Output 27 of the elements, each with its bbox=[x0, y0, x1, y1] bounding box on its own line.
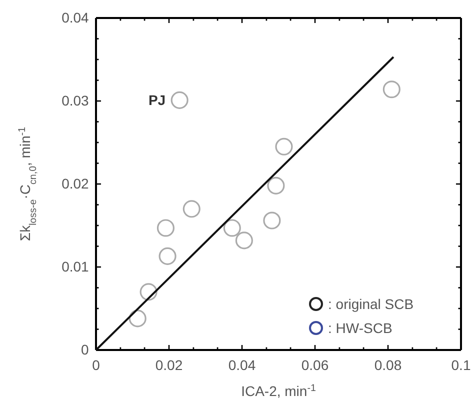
point bbox=[223, 219, 241, 237]
point bbox=[382, 80, 400, 98]
x-tick-label: 0.04 bbox=[228, 356, 256, 373]
y-tick-label: 0.04 bbox=[62, 9, 90, 26]
point bbox=[267, 176, 285, 194]
y-tick-label: 0.03 bbox=[62, 92, 90, 108]
point bbox=[170, 91, 188, 109]
x-axis-title: ICA-2, min$^{-1}$ bbox=[241, 382, 316, 399]
point bbox=[275, 138, 293, 156]
y-tick-label: 0.02 bbox=[62, 175, 90, 192]
point bbox=[156, 219, 174, 237]
x-tick-label: 0.08 bbox=[374, 356, 402, 373]
point bbox=[182, 200, 200, 218]
point bbox=[235, 232, 253, 250]
x-tick-label: 0.02 bbox=[155, 356, 183, 373]
point bbox=[158, 247, 176, 265]
y-tick-label: 0.01 bbox=[62, 258, 90, 274]
y-tick-label: 0 bbox=[81, 341, 90, 358]
x-tick-label: 0 bbox=[92, 356, 100, 373]
legend-label: : HW-SCB bbox=[328, 320, 392, 336]
x-tick-label: 0.06 bbox=[301, 356, 329, 373]
annotation: PJ bbox=[148, 92, 166, 108]
point bbox=[128, 310, 146, 328]
point bbox=[263, 212, 281, 230]
legend-label: : original SCB bbox=[328, 296, 414, 312]
point bbox=[140, 283, 158, 301]
x-tick-label: 0.1 bbox=[451, 356, 471, 373]
